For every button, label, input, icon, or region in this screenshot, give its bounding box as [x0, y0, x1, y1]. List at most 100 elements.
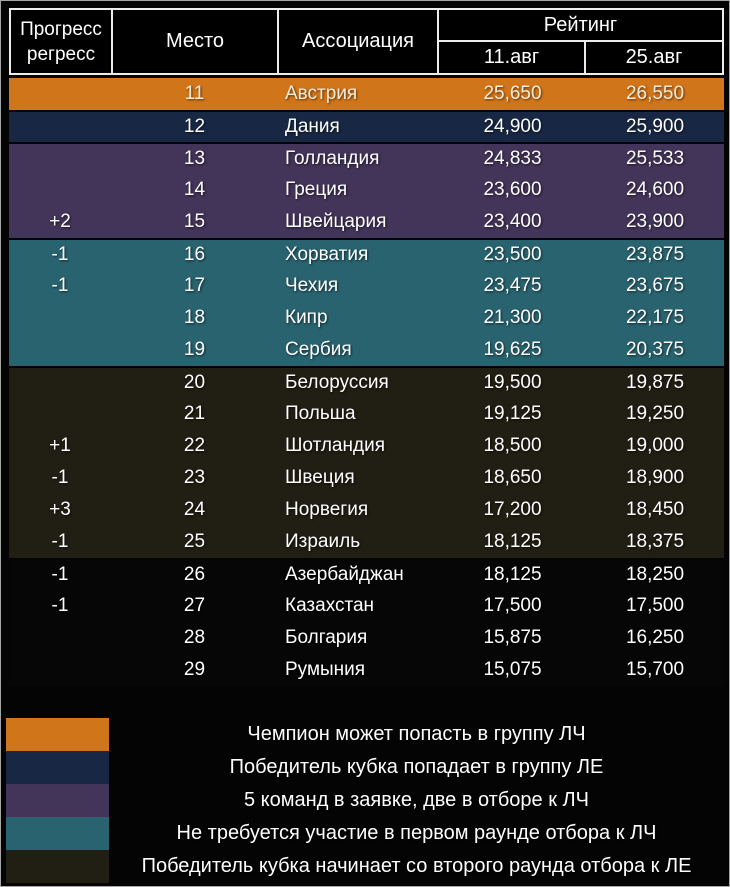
association-cell: Казахстан: [285, 595, 375, 616]
table-row: 13 Голландия 24,833 25,533: [9, 142, 724, 174]
rating-aug11-cell: 23,500: [483, 244, 542, 265]
table-row: 14 Греция 23,600 24,600: [9, 174, 724, 206]
table-row: 28 Болгария 15,875 16,250: [9, 622, 724, 654]
legend-color-swatch: [6, 784, 109, 817]
rating-aug25-cell: 18,375: [625, 531, 685, 552]
association-cell: Чехия: [285, 275, 339, 296]
association-cell: Дания: [285, 116, 340, 137]
table-row: 20 Белоруссия 19,500 19,875: [9, 366, 724, 398]
place-cell: 14: [183, 179, 206, 200]
association-cell: Голландия: [285, 148, 380, 169]
association-cell: Кипр: [285, 307, 328, 328]
rating-aug11-cell: 25,650: [483, 83, 542, 104]
rating-aug11-cell: 19,500: [483, 372, 542, 393]
rating-aug11-cell: 19,625: [483, 339, 542, 360]
table-row: 21 Польша 19,125 19,250: [9, 398, 724, 430]
rating-aug25-cell: 15,700: [625, 659, 685, 680]
progress-cell: -1: [51, 531, 69, 552]
rating-aug25-cell: 23,875: [625, 244, 685, 265]
place-cell: 16: [183, 244, 206, 265]
place-cell: 26: [183, 564, 206, 585]
header-association: Ассоциация: [279, 10, 437, 73]
table-row: 18 Кипр 21,300 22,175: [9, 302, 724, 334]
rating-aug11-cell: 15,075: [483, 659, 542, 680]
rating-aug25-cell: 22,175: [625, 307, 685, 328]
place-cell: 19: [183, 339, 206, 360]
legend-color-swatch: [6, 850, 109, 883]
table-row: -1 27 Казахстан 17,500 17,500: [9, 590, 724, 622]
rating-aug25-cell: 24,600: [625, 179, 685, 200]
table-row: -1 26 Азербайджан 18,125 18,250: [9, 558, 724, 590]
place-cell: 21: [183, 403, 206, 424]
header-progress-line1: Прогресс: [20, 18, 102, 40]
legend: Чемпион может попасть в группу ЛЧ Победит…: [6, 718, 724, 883]
table-row: 12 Дания 24,900 25,900: [9, 110, 724, 142]
place-cell: 29: [183, 659, 206, 680]
association-cell: Белоруссия: [285, 372, 389, 393]
place-cell: 28: [183, 627, 206, 648]
table-row: +2 15 Швейцария 23,400 23,900: [9, 206, 724, 238]
rating-aug11-cell: 24,900: [483, 116, 542, 137]
place-cell: 17: [183, 275, 206, 296]
progress-cell: -1: [51, 244, 69, 265]
header-date-aug11: 11.авг: [439, 42, 584, 73]
progress-cell: -1: [51, 564, 69, 585]
rating-aug11-cell: 21,300: [483, 307, 542, 328]
association-cell: Румыния: [285, 659, 366, 680]
association-cell: Израиль: [285, 531, 361, 552]
rating-aug25-cell: 23,900: [625, 211, 685, 232]
place-cell: 25: [183, 531, 206, 552]
place-cell: 13: [183, 148, 206, 169]
rating-aug11-cell: 18,125: [483, 564, 542, 585]
association-cell: Болгария: [285, 627, 368, 648]
place-cell: 24: [183, 499, 206, 520]
rating-aug11-cell: 15,875: [483, 627, 542, 648]
progress-cell: +2: [49, 211, 71, 232]
header-progress-regress: Прогресс регресс: [11, 10, 111, 73]
table-row: -1 23 Швеция 18,650 18,900: [9, 462, 724, 494]
place-cell: 11: [184, 83, 205, 104]
association-cell: Швейцария: [285, 211, 387, 232]
legend-color-swatch: [6, 751, 109, 784]
progress-cell: -1: [51, 595, 69, 616]
header-place: Место: [113, 10, 277, 73]
place-cell: 23: [183, 467, 206, 488]
progress-cell: +3: [49, 499, 71, 520]
association-cell: Швеция: [285, 467, 355, 488]
table-row: -1 16 Хорватия 23,500 23,875: [9, 238, 724, 270]
rating-aug25-cell: 18,900: [625, 467, 685, 488]
rating-aug11-cell: 18,500: [483, 435, 542, 456]
place-cell: 27: [183, 595, 206, 616]
rating-aug25-cell: 25,900: [625, 116, 685, 137]
association-cell: Хорватия: [285, 244, 369, 265]
legend-label-column: Чемпион может попасть в группу ЛЧ Победит…: [109, 718, 724, 883]
rating-aug25-cell: 19,250: [625, 403, 685, 424]
progress-cell: -1: [51, 275, 69, 296]
rating-aug11-cell: 24,833: [483, 148, 542, 169]
legend-swatch-column: [6, 718, 109, 883]
rating-aug25-cell: 20,375: [625, 339, 685, 360]
association-cell: Азербайджан: [285, 564, 404, 585]
table-row: 11 Австрия 25,650 26,550: [9, 78, 724, 110]
rating-aug25-cell: 18,450: [625, 499, 685, 520]
association-cell: Греция: [285, 179, 348, 200]
rating-aug11-cell: 19,125: [483, 403, 542, 424]
association-cell: Австрия: [285, 83, 358, 104]
table-row: -1 25 Израиль 18,125 18,375: [9, 526, 724, 558]
rating-aug25-cell: 16,250: [625, 627, 685, 648]
header-progress-line2: регресс: [26, 43, 96, 65]
rating-aug25-cell: 23,675: [625, 275, 685, 296]
rating-aug11-cell: 18,125: [483, 531, 542, 552]
place-cell: 22: [183, 435, 206, 456]
rating-aug11-cell: 18,650: [483, 467, 542, 488]
header-date-aug25: 25.авг: [586, 42, 722, 73]
rating-aug25-cell: 17,500: [625, 595, 685, 616]
rating-aug25-cell: 25,533: [625, 148, 685, 169]
table-row: +3 24 Норвегия 17,200 18,450: [9, 494, 724, 526]
header-rating-group: Рейтинг: [439, 10, 722, 40]
legend-color-swatch: [6, 817, 109, 850]
table-header: Прогресс регресс Место Ассоциация Рейтин…: [9, 8, 724, 75]
place-cell: 20: [183, 372, 206, 393]
rating-aug25-cell: 18,250: [625, 564, 685, 585]
